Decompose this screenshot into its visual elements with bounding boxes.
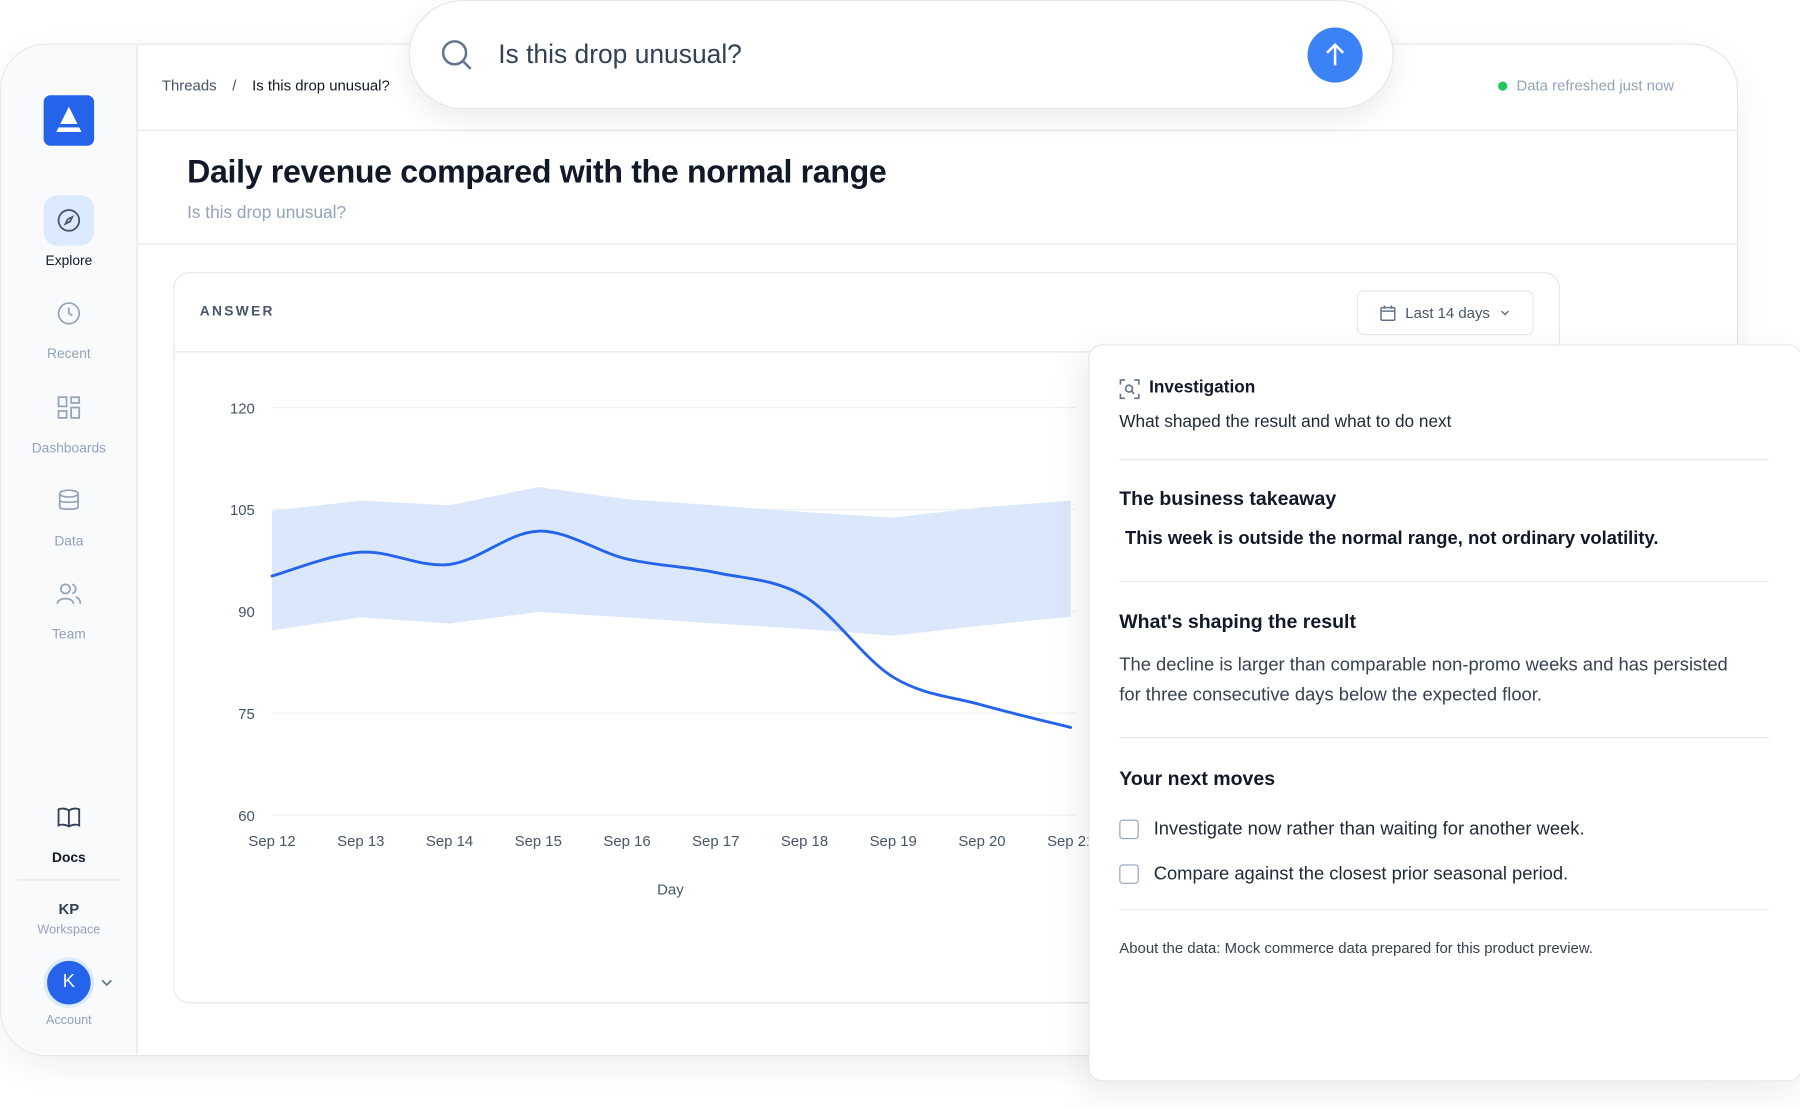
status-text: Data refreshed just now <box>1516 76 1675 95</box>
section-heading: What's shaping the result <box>1119 610 1356 633</box>
logo <box>43 95 95 146</box>
workspace-initials: KP <box>58 900 80 918</box>
y-tick-label: 90 <box>238 604 255 621</box>
status-dot <box>1498 81 1508 91</box>
shaping-text: The decline is larger than comparable no… <box>1119 655 1728 705</box>
account-label: Account <box>46 1013 92 1028</box>
nav-team[interactable]: Team <box>1 568 136 642</box>
divider <box>1119 459 1770 461</box>
x-tick-label: Sep 12 <box>248 833 295 850</box>
y-tick-label: 60 <box>238 808 255 825</box>
move-item[interactable]: Investigate now rather than waiting for … <box>1119 807 1585 852</box>
divider <box>137 243 1737 245</box>
revenue-line <box>270 529 1073 729</box>
x-tick-label: Sep 13 <box>337 833 384 850</box>
panel-title: Investigation <box>1149 377 1256 398</box>
divider <box>17 879 121 881</box>
y-tick-label: 75 <box>238 706 255 723</box>
checkbox[interactable] <box>1119 864 1139 884</box>
nav-dashboards[interactable]: Dashboards <box>1 382 136 456</box>
divider <box>1119 909 1770 911</box>
nav-recent[interactable]: Recent <box>1 288 136 362</box>
page-subtitle: Is this drop unusual? <box>187 203 347 223</box>
x-tick-label: Sep 14 <box>426 833 473 850</box>
logo-mark <box>56 106 82 133</box>
y-tick-label: 105 <box>230 502 255 519</box>
section-heading: Your next moves <box>1119 767 1276 790</box>
takeaway-text: This week is outside the normal range, n… <box>1125 529 1659 549</box>
search-query[interactable]: Is this drop unusual? <box>498 39 742 69</box>
sidebar: Explore Recent Dashboards Data Team Docs… <box>1 44 138 1055</box>
divider <box>137 129 1737 131</box>
nav-docs[interactable]: Docs <box>1 792 136 866</box>
nav-label: Explore <box>45 252 93 269</box>
nav-label: Docs <box>52 849 86 866</box>
about-data: About the data: Mock commerce data prepa… <box>1119 939 1593 957</box>
x-tick-label: Sep 15 <box>515 833 562 850</box>
x-tick-label: Sep 19 <box>870 833 917 850</box>
divider <box>174 351 1559 353</box>
range-dropdown[interactable]: Last 14 days <box>1356 290 1534 336</box>
move-text: Compare against the closest prior season… <box>1153 863 1569 884</box>
panel-subtitle: What shaped the result and what to do ne… <box>1119 412 1452 432</box>
search-bar[interactable]: Is this drop unusual? <box>408 0 1394 110</box>
normal-range-band <box>272 486 1071 636</box>
investigation-panel: Investigation What shaped the result and… <box>1088 344 1800 1082</box>
divider <box>1119 736 1770 739</box>
nav-explore[interactable]: Explore <box>1 195 136 269</box>
move-item[interactable]: Compare against the closest prior season… <box>1119 852 1584 897</box>
x-tick-label: Sep 16 <box>603 833 650 850</box>
x-tick-label: Sep 17 <box>692 833 739 850</box>
nav-label: Recent <box>47 345 91 362</box>
avatar[interactable]: K <box>43 957 95 1008</box>
chevron <box>1500 309 1509 316</box>
range-label: Last 14 days <box>1405 304 1490 322</box>
nav-label: Team <box>52 625 86 642</box>
account-chevron[interactable] <box>100 976 114 990</box>
status: Data refreshed just now <box>1498 77 1674 94</box>
x-tick-label: Sep 21 <box>1047 833 1093 850</box>
divider <box>1119 580 1770 583</box>
x-tick-label: Sep 18 <box>781 833 828 850</box>
answer-label: ANSWER <box>199 303 275 320</box>
workspace-label: Workspace <box>37 922 101 937</box>
breadcrumb-item[interactable]: Threads <box>161 76 217 95</box>
x-axis-label: Day <box>657 881 684 898</box>
investigation-icon <box>1119 379 1140 400</box>
calendar-icon <box>1380 304 1396 321</box>
x-tick-label: Sep 20 <box>958 833 1005 850</box>
nav-data[interactable]: Data <box>1 475 136 549</box>
move-text: Investigate now rather than waiting for … <box>1153 819 1585 839</box>
chart: 60 75 90 105 120 Sep 12 Sep 13 Sep 14 Sep 15 Sep … <box>230 400 1093 898</box>
breadcrumb: Threads / Is this drop unusual? <box>162 77 390 94</box>
submit-button[interactable] <box>1307 27 1363 83</box>
search-icon <box>441 40 472 70</box>
y-tick-label: 120 <box>230 400 255 417</box>
page-title: Daily revenue compared with the normal r… <box>187 153 887 190</box>
breadcrumb-item: Is this drop unusual? <box>252 76 390 95</box>
breadcrumb-separator: / <box>232 76 237 95</box>
arrow-icon <box>1326 42 1345 66</box>
nav-label: Data <box>54 532 84 549</box>
nav-label: Dashboards <box>31 439 107 456</box>
section-heading: The business takeaway <box>1119 487 1337 510</box>
moves-list: Investigate now rather than waiting for … <box>1119 807 1585 897</box>
checkbox[interactable] <box>1119 819 1139 840</box>
